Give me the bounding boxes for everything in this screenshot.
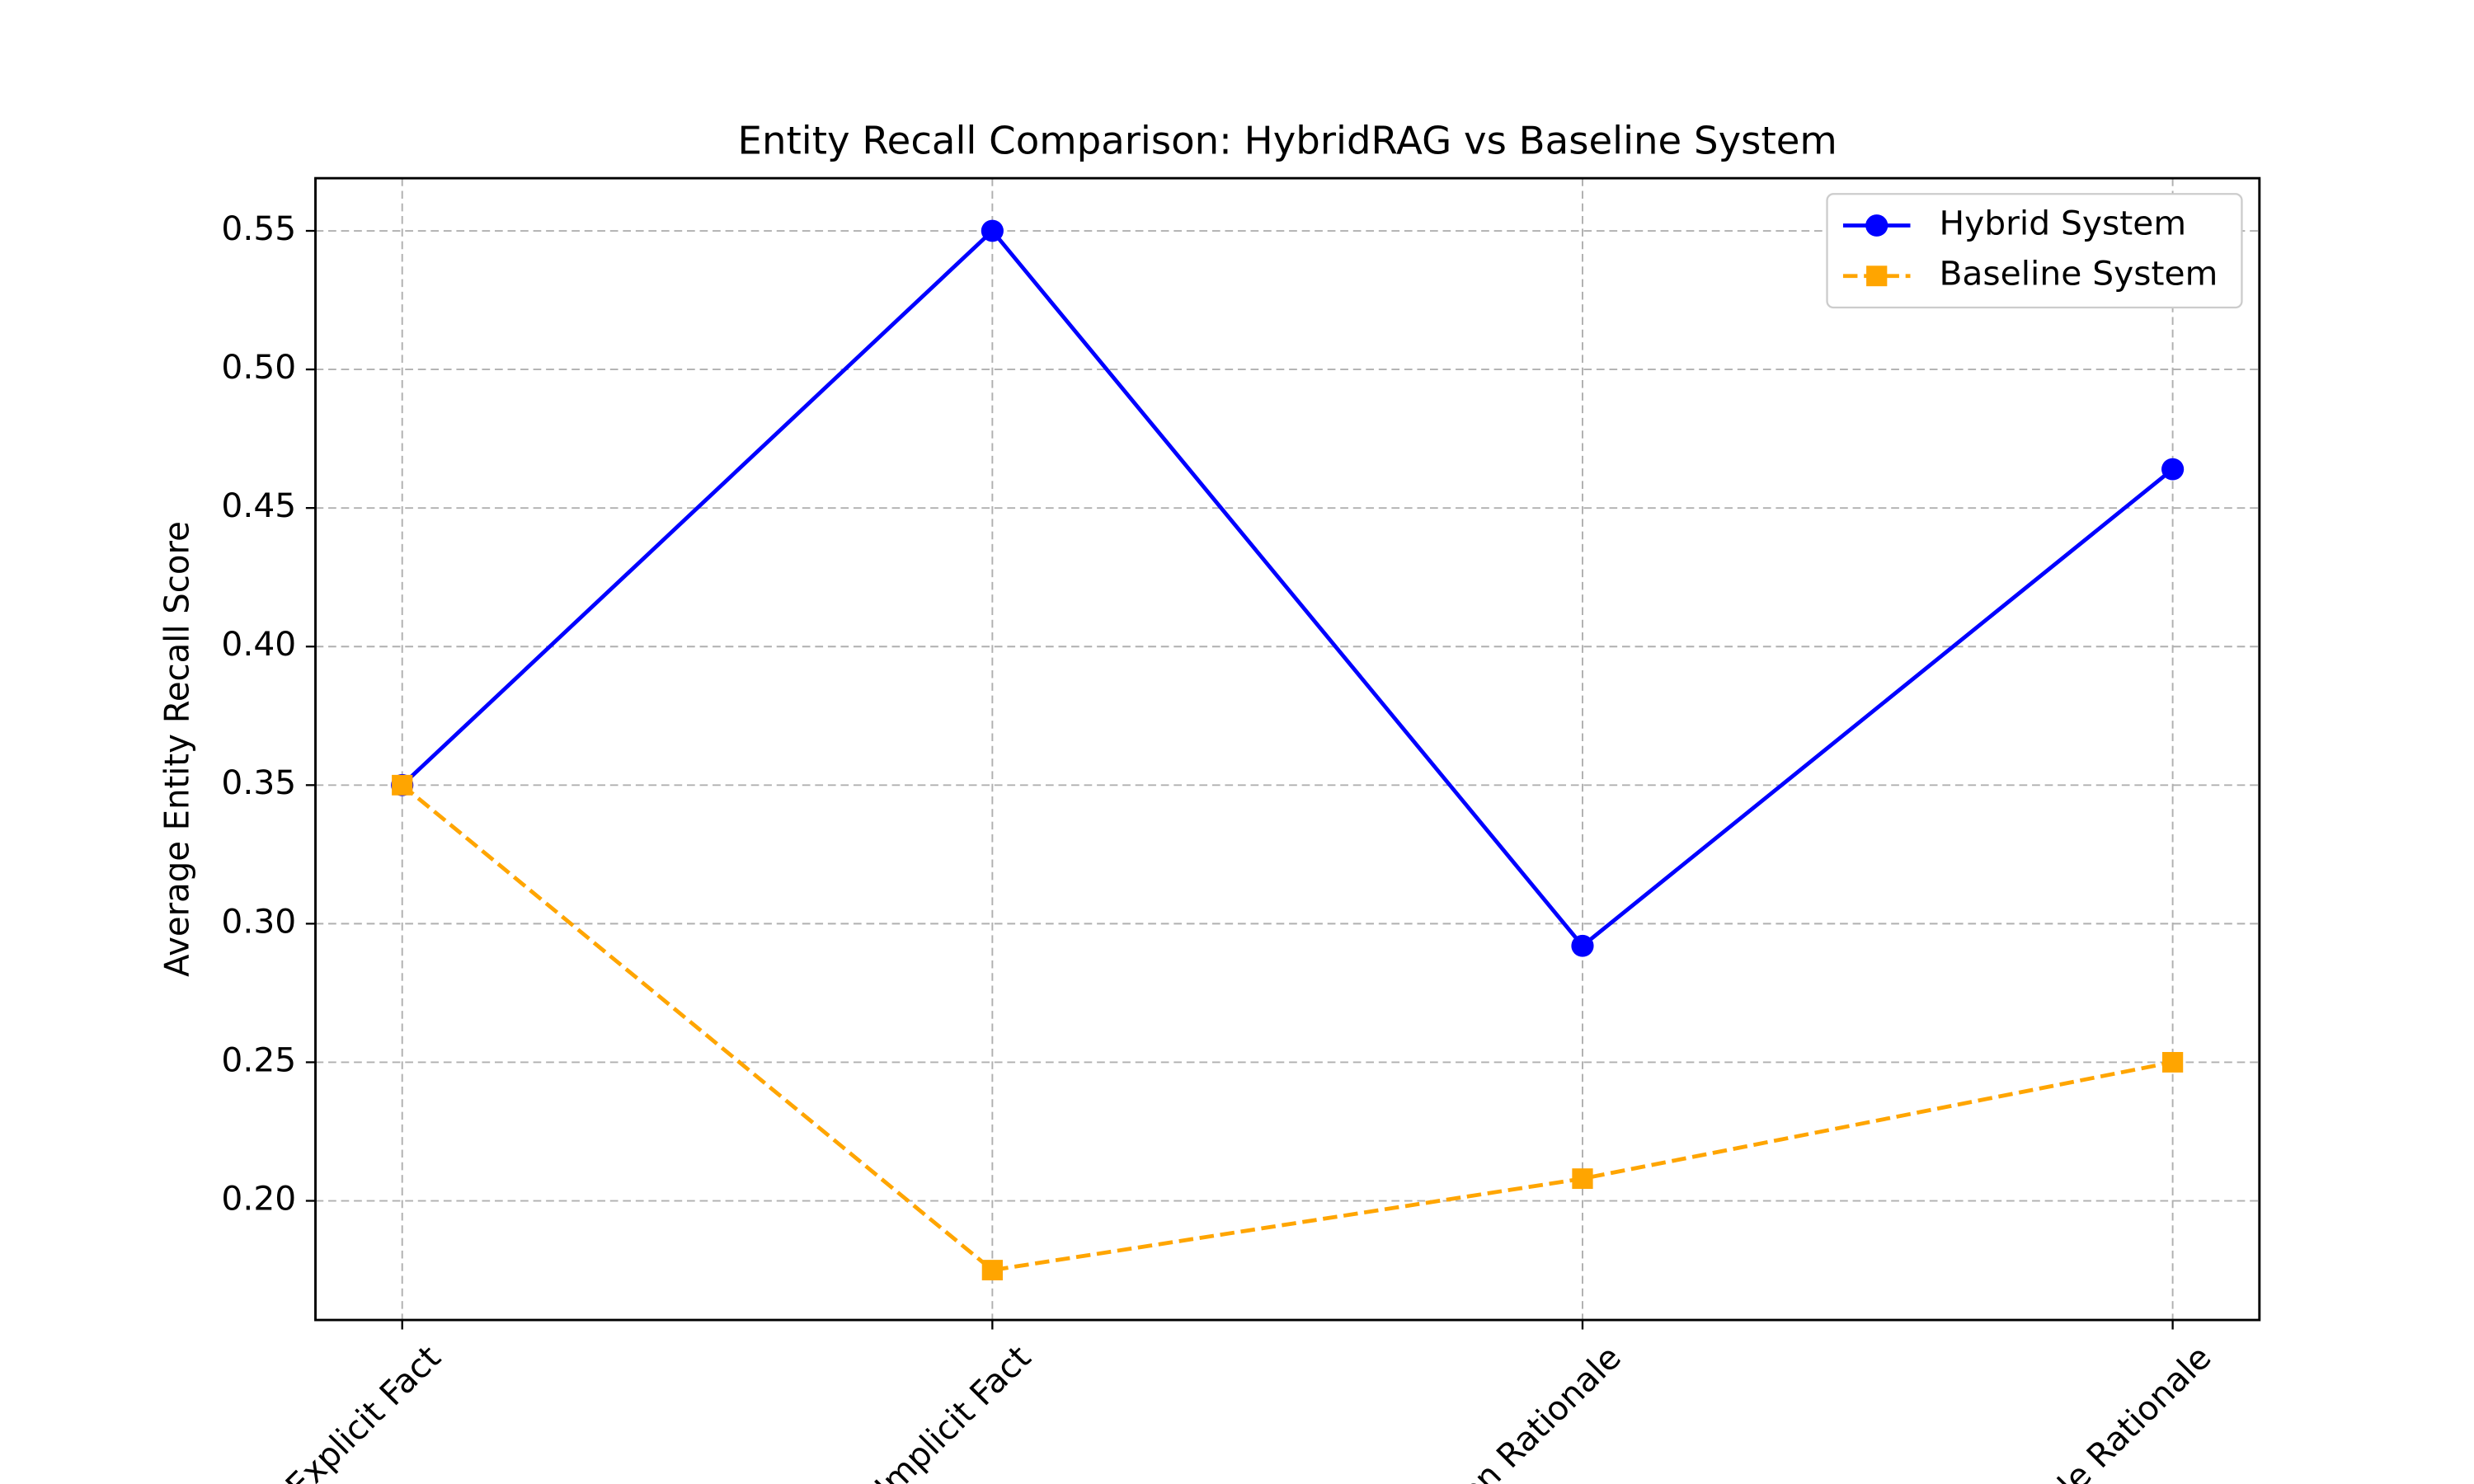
y-axis-label: Average Entity Recall Score: [157, 521, 196, 977]
y-tick-label: 0.20: [221, 1179, 296, 1219]
legend: Hybrid System Baseline System: [1826, 193, 2243, 309]
axes-frame: [314, 176, 2261, 1322]
legend-box: [1826, 193, 2243, 309]
marker: [1572, 1168, 1593, 1190]
grid: [315, 178, 2260, 1321]
marker: [1865, 214, 1888, 237]
series-line: [401, 228, 2175, 949]
y-tick-label: 0.35: [221, 763, 296, 803]
y-tick-label: 0.45: [221, 486, 296, 525]
marker: [1866, 265, 1888, 287]
legend-label: Hybrid System: [1939, 204, 2186, 243]
marker: [2161, 1052, 2184, 1073]
marker: [1571, 934, 1594, 957]
series-line: [401, 783, 2174, 1273]
y-tick-label: 0.55: [221, 209, 296, 248]
y-tick-label: 0.25: [221, 1040, 296, 1080]
marker: [981, 219, 1004, 242]
plot: [391, 219, 2185, 1280]
y-tick-label: 0.50: [221, 347, 296, 387]
legend-label: Baseline System: [1939, 254, 2218, 294]
marker: [392, 774, 413, 796]
chart-title: Entity Recall Comparison: HybridRAG vs B…: [738, 119, 1837, 163]
marker: [2161, 458, 2185, 481]
y-tick-label: 0.30: [221, 902, 296, 942]
y-tick-label: 0.40: [221, 624, 296, 664]
marker: [981, 1260, 1003, 1280]
